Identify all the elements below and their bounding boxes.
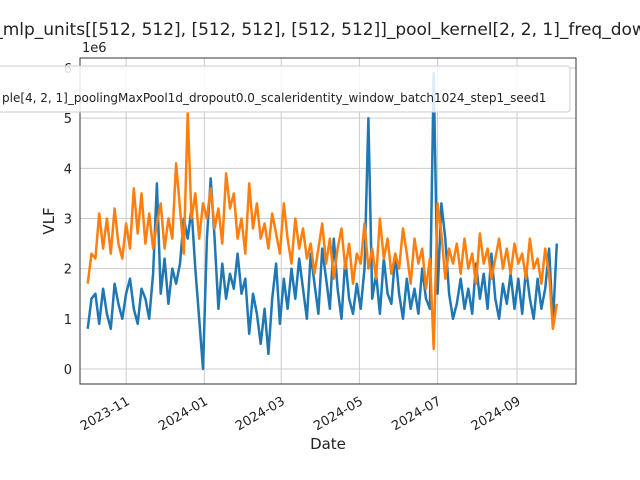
x-tick-labels: 2023-11 2024-01 2024-03 2024-05 2024-07 2024-… [78, 394, 523, 434]
x-tick-label: 2023-11 [78, 394, 133, 434]
x-tick-label: 2024-09 [469, 394, 524, 434]
y-tick-label: 2 [64, 263, 72, 278]
x-tick-label: 2024-05 [311, 394, 366, 434]
x-tick-label: 2024-01 [156, 394, 211, 434]
legend-text: ple[4, 2, 1]_poolingMaxPool1d_dropout0.0… [2, 91, 546, 105]
series-lines [86, 71, 559, 371]
y-tick-label: 1 [64, 313, 72, 328]
chart-title: _mlp_units[[512, 512], [512, 512], [512,… [0, 20, 640, 40]
y-tick-label: 0 [64, 363, 72, 378]
y-tick-label: 4 [64, 162, 72, 177]
y-axis-multiplier: 1e6 [82, 41, 107, 56]
legend: ple[4, 2, 1]_poolingMaxPool1d_dropout0.0… [0, 65, 571, 113]
y-tick-label: 3 [64, 212, 72, 227]
x-tick-label: 2024-07 [389, 394, 444, 434]
legend-box [0, 65, 571, 113]
y-axis-label: VLF [40, 207, 58, 234]
x-axis-label: Date [310, 435, 346, 453]
y-tick-label: 5 [64, 112, 72, 127]
plot-area-frame [79, 57, 577, 385]
x-tick-label: 2024-03 [233, 394, 288, 434]
series-1-line [86, 71, 559, 371]
series-2-line [86, 111, 559, 351]
